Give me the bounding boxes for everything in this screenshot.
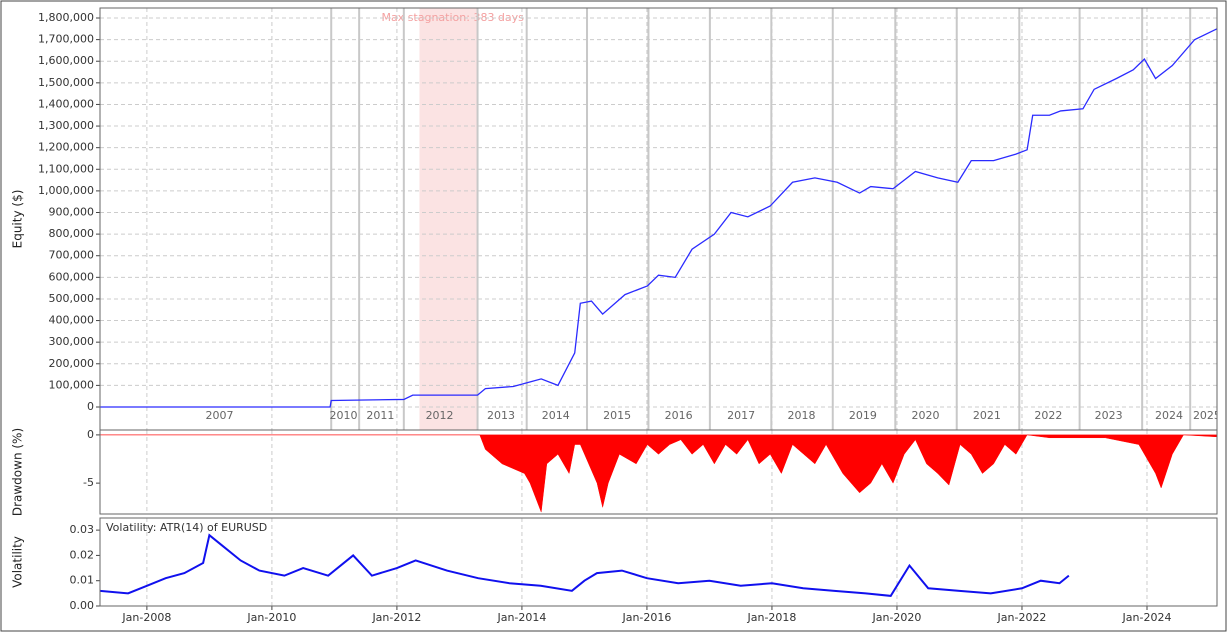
y-tick-label: 500,000	[49, 292, 95, 305]
drawdown-area	[100, 434, 1217, 513]
y-tick-label: 0.00	[70, 599, 95, 612]
y-axis-label: Equity ($)	[11, 190, 25, 249]
legend: Volatility: ATR(14) of EURUSD	[106, 521, 267, 534]
x-tick-label: 2012	[426, 409, 454, 422]
y-tick-label: 300,000	[49, 335, 95, 348]
x-tick-label: Jan-2014	[496, 611, 546, 624]
y-tick-label: -5	[83, 476, 94, 489]
y-tick-label: 900,000	[49, 206, 95, 219]
x-tick-label: 2025	[1193, 409, 1221, 422]
plot-border	[99, 429, 1218, 515]
x-tick-label: 2019	[849, 409, 877, 422]
y-tick-label: 1,200,000	[38, 141, 94, 154]
y-tick-label: 400,000	[49, 314, 95, 327]
y-tick-label: 200,000	[49, 357, 95, 370]
x-tick-label: 2007	[206, 409, 234, 422]
x-tick-label: Jan-2016	[621, 611, 671, 624]
panel	[100, 430, 1217, 514]
y-tick-label: 0	[87, 400, 94, 413]
x-tick-label: 2014	[542, 409, 570, 422]
y-tick-label: 1,300,000	[38, 119, 94, 132]
y-tick-label: 800,000	[49, 227, 95, 240]
x-tick-label: 2013	[487, 409, 515, 422]
y-axis-label: Volatility	[11, 536, 25, 588]
x-tick-label: Jan-2018	[746, 611, 796, 624]
y-tick-label: 1,600,000	[38, 54, 94, 67]
x-tick-label: 2017	[727, 409, 755, 422]
y-tick-label: 1,100,000	[38, 162, 94, 175]
x-tick-label: Jan-2020	[872, 611, 922, 624]
y-tick-label: 1,400,000	[38, 97, 94, 110]
y-tick-label: 700,000	[49, 249, 95, 262]
x-tick-label: 2024	[1155, 409, 1183, 422]
y-axis-label: Drawdown (%)	[11, 428, 25, 516]
x-tick-label: Jan-2010	[246, 611, 296, 624]
x-tick-label: 2015	[603, 409, 631, 422]
x-tick-label: 2020	[911, 409, 939, 422]
series-line	[100, 28, 1217, 408]
y-tick-label: 0.03	[70, 523, 95, 536]
x-tick-label: Jan-2012	[371, 611, 421, 624]
x-tick-label: 2016	[665, 409, 693, 422]
panel	[100, 518, 1217, 606]
y-tick-label: 1,000,000	[38, 184, 94, 197]
y-tick-label: 600,000	[49, 270, 95, 283]
y-tick-label: 1,800,000	[38, 11, 94, 24]
stagnation-band	[419, 8, 478, 430]
plot-area	[100, 8, 1217, 430]
x-tick-label: Jan-2022	[997, 611, 1047, 624]
x-tick-label: 2011	[366, 409, 394, 422]
series-line	[100, 533, 1070, 597]
x-tick-label: Jan-2008	[121, 611, 171, 624]
plot-border	[99, 517, 1218, 607]
x-tick-label: 2018	[787, 409, 815, 422]
y-tick-label: 0.02	[70, 548, 95, 561]
x-tick-label: 2022	[1034, 409, 1062, 422]
y-tick-label: 1,700,000	[38, 33, 94, 46]
y-tick-label: 1,500,000	[38, 76, 94, 89]
y-tick-label: 0.01	[70, 574, 95, 587]
plot-area	[100, 518, 1217, 606]
x-tick-label: Jan-2024	[1122, 611, 1172, 624]
y-tick-label: 100,000	[49, 378, 95, 391]
x-tick-label: 2010	[330, 409, 358, 422]
x-tick-label: 2021	[973, 409, 1001, 422]
y-tick-label: 0	[87, 428, 94, 441]
x-tick-label: 2023	[1095, 409, 1123, 422]
